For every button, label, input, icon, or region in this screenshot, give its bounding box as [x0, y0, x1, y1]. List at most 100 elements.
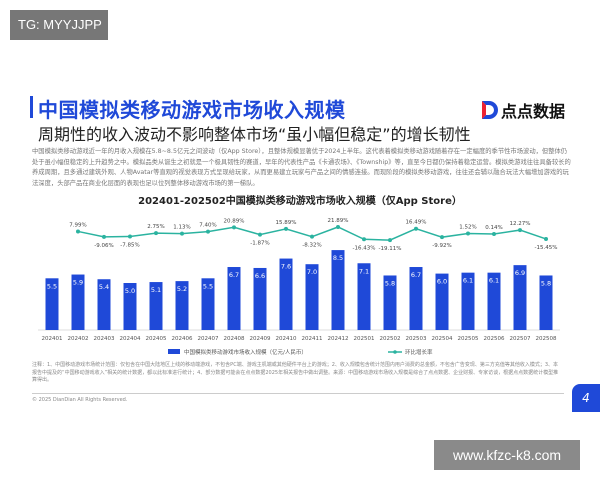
x-tick-label: 202502 — [380, 336, 401, 342]
chart: 5.5 202401 5.9 202402 5.4 202403 5.0 202404 5.1 2… — [38, 218, 560, 356]
bar-label: 5.2 — [177, 285, 187, 293]
bar-label: 7.1 — [359, 267, 369, 275]
growth-label: 2.75% — [147, 224, 164, 230]
bar — [409, 267, 423, 330]
footer-divider — [32, 393, 564, 394]
bar — [149, 282, 163, 330]
bar-label: 6.9 — [515, 269, 525, 277]
x-tick-label: 202405 — [146, 336, 167, 342]
growth-point — [206, 229, 210, 234]
logo-text: 点点数据 — [501, 102, 566, 121]
x-tick-label: 202406 — [172, 336, 193, 342]
growth-label: -16.43% — [353, 245, 376, 251]
notes: 注释：1、中国移动游戏市场统计范围：仅包含在中国大陆地区上线的移动端游戏，不包含… — [32, 362, 559, 383]
growth-label: -19.11% — [379, 246, 402, 252]
chart-title: 202401-202502中国模拟类移动游戏市场收入规模（仅App Store） — [138, 196, 462, 207]
growth-point — [128, 234, 132, 239]
bar-label: 5.0 — [125, 287, 135, 295]
growth-label: -1.87% — [250, 241, 269, 247]
title-accent-bar — [30, 96, 33, 118]
growth-label: -15.45% — [535, 245, 558, 251]
x-tick-label: 202408 — [224, 336, 245, 342]
bar — [331, 250, 345, 330]
x-tick-label: 202501 — [354, 336, 375, 342]
bar-label: 6.7 — [229, 271, 239, 279]
bar — [45, 278, 59, 330]
bar-label: 5.1 — [151, 286, 161, 294]
growth-point — [336, 224, 340, 229]
growth-point — [284, 226, 288, 231]
growth-label: 15.89% — [276, 220, 297, 226]
legend-line-marker — [393, 350, 397, 354]
page-subtitle: 周期性的收入波动不影响整体市场“虽小幅但稳定”的增长韧性 — [38, 125, 471, 144]
bar-label: 5.4 — [99, 283, 109, 291]
bar-label: 7.6 — [281, 263, 291, 271]
growth-label: 7.99% — [69, 222, 86, 228]
growth-point — [414, 226, 418, 231]
bar-label: 6.0 — [437, 278, 447, 286]
growth-point — [492, 231, 496, 236]
bar — [253, 267, 267, 330]
x-tick-label: 202410 — [276, 336, 297, 342]
x-tick-label: 202403 — [94, 336, 115, 342]
bar — [357, 263, 371, 330]
bar-label: 5.5 — [47, 282, 57, 290]
growth-point — [154, 231, 158, 236]
growth-point — [362, 237, 366, 242]
page-number: 4 — [572, 384, 600, 412]
x-tick-label: 202412 — [328, 336, 349, 342]
bar — [175, 281, 189, 330]
bar — [279, 258, 293, 330]
growth-point — [310, 234, 314, 239]
growth-label: 12.27% — [510, 221, 531, 227]
growth-label: -9.92% — [432, 243, 451, 249]
legend-bar-swatch — [168, 349, 180, 354]
x-tick-label: 202504 — [432, 336, 453, 342]
growth-label: 20.89% — [224, 218, 245, 224]
growth-point — [544, 236, 548, 241]
overlay-tag: TG: MYYJJPP — [10, 10, 108, 40]
bar-label: 5.5 — [203, 282, 213, 290]
x-tick-label: 202503 — [406, 336, 427, 342]
growth-point — [388, 238, 392, 243]
x-tick-label: 202402 — [68, 336, 89, 342]
x-tick-label: 202404 — [120, 336, 141, 342]
x-tick-label: 202411 — [302, 336, 323, 342]
description-paragraph: 中国模拟类移动游戏近一年的月收入规模在5.8~8.5亿元之间波动（仅App St… — [32, 148, 571, 187]
growth-label: 7.40% — [199, 223, 216, 229]
bar-label: 5.8 — [541, 279, 551, 287]
bar-label: 6.6 — [255, 272, 265, 280]
growth-label: 0.14% — [485, 225, 502, 231]
growth-label: -8.32% — [302, 243, 321, 249]
legend-line-label: 环比增长率 — [405, 348, 433, 356]
bar-label: 6.7 — [411, 271, 421, 279]
x-tick-label: 202407 — [198, 336, 219, 342]
growth-label: -9.06% — [94, 243, 113, 249]
bar-label: 7.0 — [307, 268, 317, 276]
growth-point — [76, 229, 80, 234]
bar-label: 8.5 — [333, 254, 343, 262]
legend-bar-label: 中国模拟类移动游戏市场收入规模（亿元/人民币） — [184, 348, 307, 356]
watermark-url: www.kfzc-k8.com — [434, 440, 580, 470]
bar — [201, 278, 215, 330]
growth-label: -7.85% — [120, 243, 139, 249]
copyright: © 2025 DianDian All Rights Reserved. — [32, 397, 128, 403]
bar-label: 5.9 — [73, 279, 83, 287]
x-tick-label: 202505 — [458, 336, 479, 342]
bar — [227, 267, 241, 330]
page-title: 中国模拟类移动游戏市场收入规模 — [38, 98, 346, 122]
bar — [487, 272, 501, 330]
growth-point — [518, 228, 522, 233]
bar-label: 6.1 — [489, 277, 499, 285]
bar — [513, 265, 527, 330]
growth-point — [180, 231, 184, 236]
growth-label: 21.89% — [328, 218, 349, 224]
growth-point — [258, 232, 262, 237]
bar — [71, 274, 85, 330]
bar — [305, 264, 319, 330]
logo-icon — [482, 101, 498, 119]
logo: 点点数据 — [482, 98, 565, 122]
bar — [539, 275, 553, 330]
x-tick-label: 202506 — [484, 336, 505, 342]
bar-label: 6.1 — [463, 277, 473, 285]
